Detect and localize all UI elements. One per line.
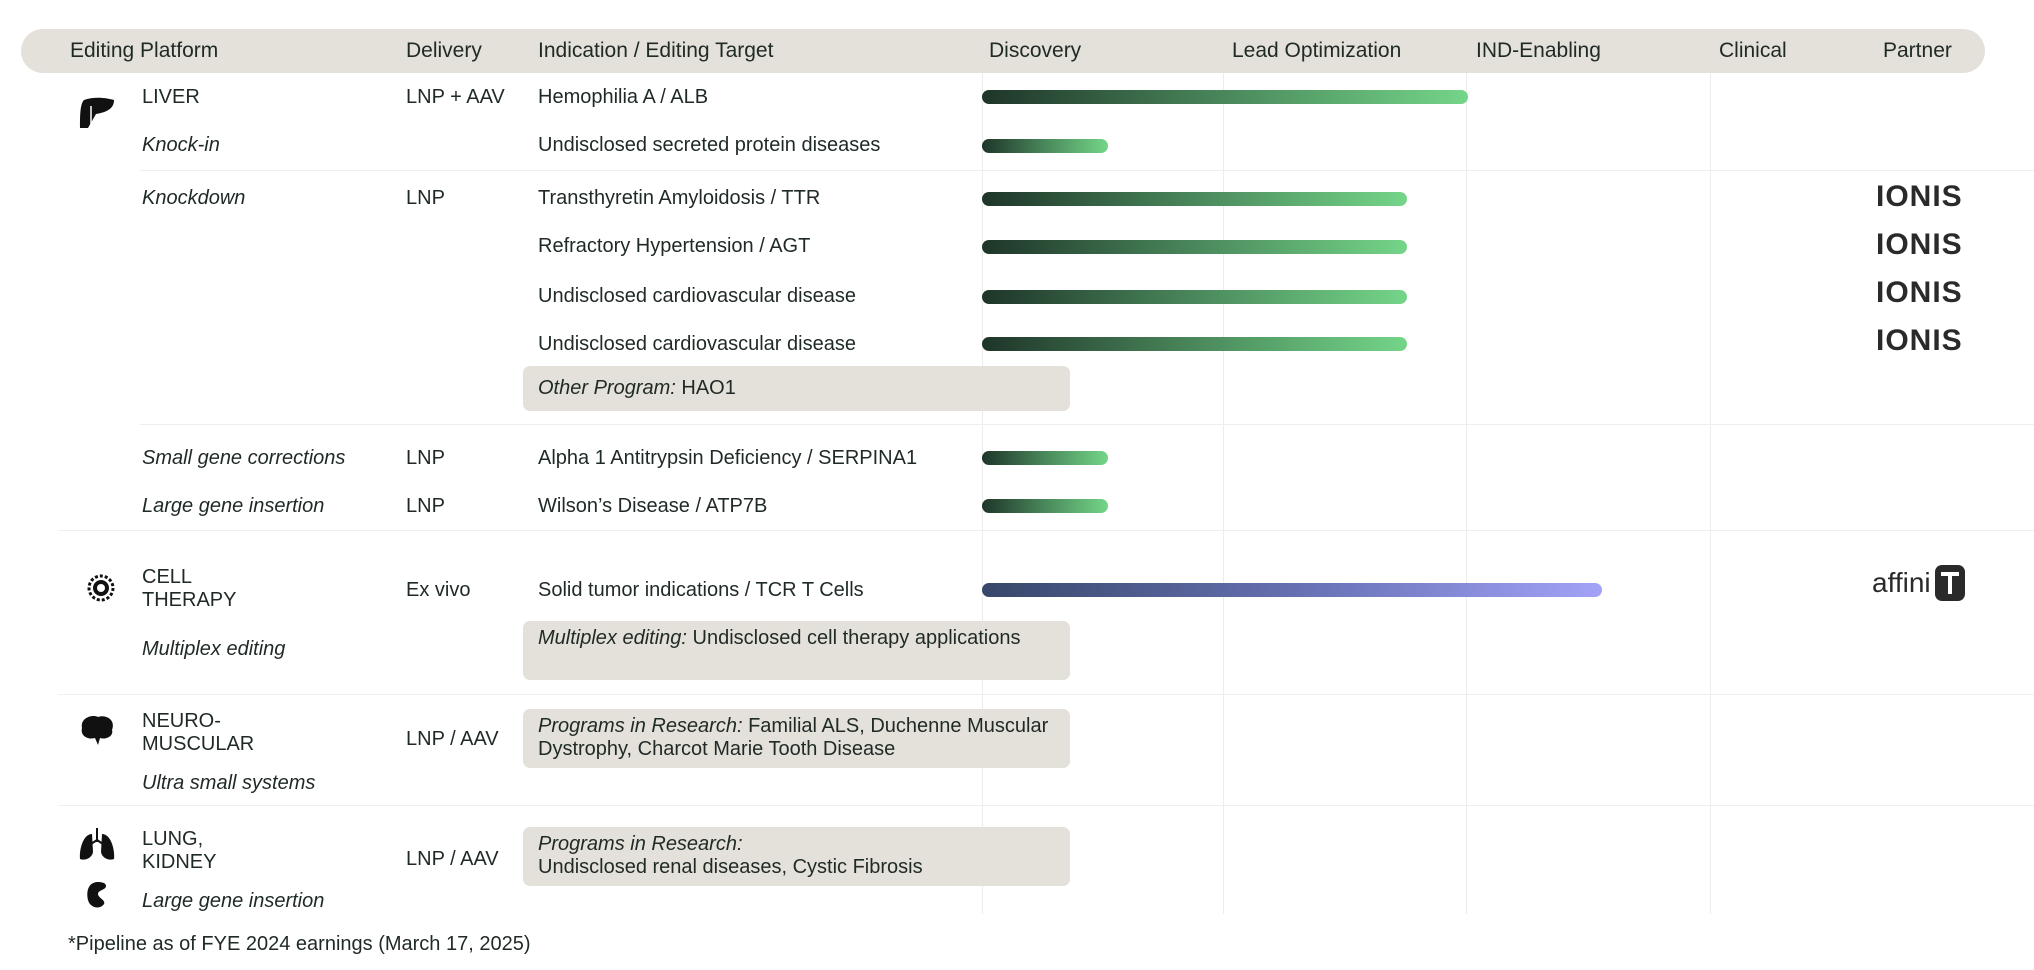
phase-divider [1223,73,1224,914]
liver-knockdown: Knockdown [142,187,246,209]
affini-logo: affini [1872,565,1965,601]
progress-bar [982,337,1408,351]
footnote: *Pipeline as of FYE 2024 earnings (March… [68,933,531,955]
liver-small-gene: Small gene corrections [142,447,346,469]
multiplex-box: Multiplex editing: Undisclosed cell ther… [523,621,1070,680]
box-text: HAO1 [675,377,736,399]
phase-divider [982,73,983,914]
kidney-icon [87,882,106,908]
neuro-sub: Ultra small systems [142,772,316,794]
row-divider [58,694,2034,695]
delivery: Ex vivo [406,579,471,601]
box-label: Multiplex editing: [538,627,687,649]
row-divider [58,805,2034,806]
affini-t-mark [1934,565,1965,601]
indication: Transthyretin Amyloidosis / TTR [538,187,821,209]
delivery: LNP / AAV [406,728,499,750]
cell-multiplex: Multiplex editing [142,638,286,660]
delivery: LNP [406,495,445,517]
delivery: LNP + AAV [406,86,505,108]
header-lead-optimization: Lead Optimization [1232,39,1402,62]
lung-research-box: Programs in Research: Undisclosed renal d… [523,827,1070,886]
liver-large-gene: Large gene insertion [142,495,325,517]
indication: Solid tumor indications / TCR T Cells [538,579,864,601]
box-text: Familial ALS, Duchenne Muscular Dystroph… [538,715,1049,760]
indication: Refractory Hypertension / AGT [538,235,811,257]
platform-neuro-1: NEURO- [142,710,221,732]
row-divider [58,530,2034,531]
header-partner: Partner [1883,39,1952,62]
progress-bar [982,90,1468,104]
platform-lung-2: KIDNEY [142,851,217,873]
liver-knock-in: Knock-in [142,134,220,156]
header-indication: Indication / Editing Target [538,39,774,62]
lungs-icon [79,828,115,860]
platform-neuro-2: MUSCULAR [142,733,255,755]
progress-bar [982,583,1602,597]
box-label: Programs in Research: [538,715,743,737]
delivery: LNP [406,187,445,209]
header-ind-enabling: IND-Enabling [1476,39,1601,62]
neuro-research-box: Programs in Research: Familial ALS, Duch… [523,709,1070,768]
box-text: Undisclosed renal diseases, Cystic Fibro… [538,856,923,878]
indication: Hemophilia A / ALB [538,86,709,108]
row-divider [140,170,2034,171]
lung-sub: Large gene insertion [142,890,325,912]
other-program-box: Other Program: HAO1 [523,366,1070,411]
header-discovery: Discovery [989,39,1082,62]
row-divider [140,424,2034,425]
liver-icon [80,97,114,128]
indication: Undisclosed cardiovascular disease [538,333,856,355]
delivery: LNP / AAV [406,848,499,870]
affini-text: affini [1872,567,1931,598]
box-label: Other Program: [538,377,676,399]
progress-bar [982,499,1109,513]
platform-cell-therapy-2: THERAPY [142,589,237,611]
indication: Alpha 1 Antitrypsin Deficiency / SERPINA… [538,447,918,469]
platform-lung-1: LUNG, [142,828,204,850]
indication: Undisclosed cardiovascular disease [538,285,856,307]
ionis-logo: IONIS [1876,228,1963,261]
brain-icon [81,716,113,745]
ionis-logo: IONIS [1876,324,1963,357]
header-bar [21,29,1985,73]
indication: Undisclosed secreted protein diseases [538,134,881,156]
cell-icon [87,574,115,602]
progress-bar [982,192,1408,206]
progress-bar [982,290,1408,304]
box-label: Programs in Research: [538,833,743,855]
phase-divider [1710,73,1711,914]
header-delivery: Delivery [406,39,482,62]
progress-bar [982,240,1408,254]
progress-bar [982,139,1109,153]
progress-bar [982,451,1109,465]
delivery: LNP [406,447,445,469]
platform-liver: LIVER [142,86,200,108]
indication: Wilson’s Disease / ATP7B [538,495,768,517]
ionis-logo: IONIS [1876,180,1963,213]
header-clinical: Clinical [1719,39,1787,62]
box-text: Undisclosed cell therapy applications [686,627,1021,649]
ionis-logo: IONIS [1876,276,1963,309]
platform-cell-therapy-1: CELL [142,566,193,588]
header-platform: Editing Platform [70,39,219,62]
phase-divider [1466,73,1467,914]
